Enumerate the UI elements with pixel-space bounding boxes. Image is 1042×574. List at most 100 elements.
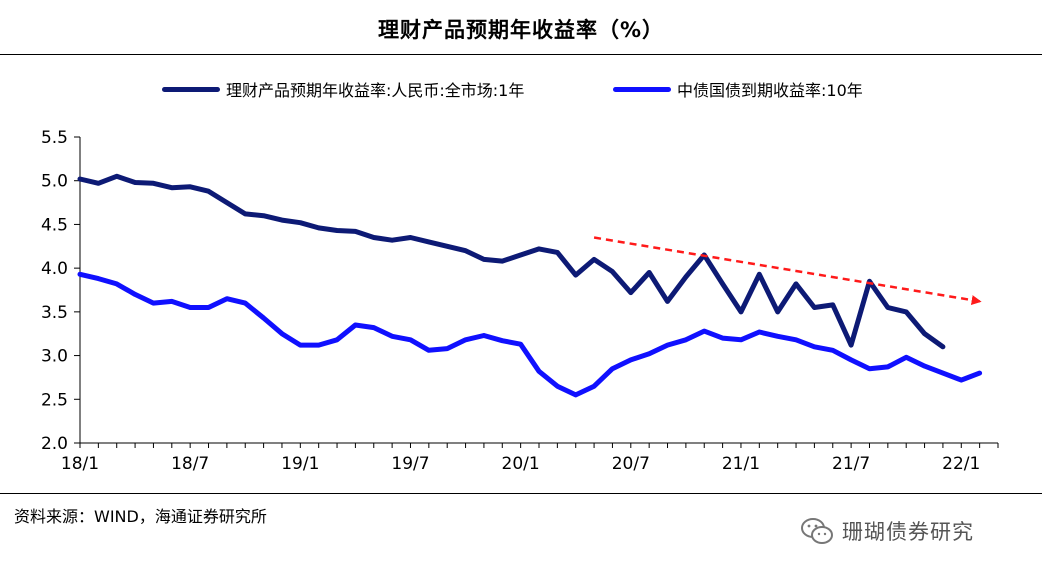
data-point-series-2: [867, 366, 872, 371]
data-point-series-1: [793, 281, 799, 287]
title-bar: 理财产品预期年收益率（%）: [0, 0, 1042, 56]
data-point-series-1: [647, 270, 652, 275]
data-point-series-1: [848, 342, 854, 348]
legend-item-series-2: 中债国债到期收益率:10年: [613, 76, 863, 102]
x-tick-label: 21/1: [722, 454, 760, 474]
data-point-series-2: [647, 351, 652, 356]
data-point-series-2: [169, 299, 174, 304]
legend-swatch-series-2: [613, 86, 671, 92]
y-tick-label: 4.0: [41, 259, 68, 279]
data-point-series-1: [518, 252, 523, 258]
data-point-series-2: [720, 335, 725, 341]
data-point-series-1: [408, 235, 413, 240]
data-point-series-1: [591, 257, 597, 262]
data-point-series-2: [500, 338, 505, 343]
data-point-series-2: [775, 334, 780, 339]
data-point-series-1: [298, 220, 303, 225]
data-point-series-2: [555, 384, 560, 389]
line-chart: 2.0 2.5 3.0 3.5 4.0 4.5 5.0 5.5 18/1 18/7 19/1 19/7…: [41, 128, 999, 474]
data-point-series-1: [830, 302, 835, 308]
y-tick-label: 2.5: [41, 390, 68, 410]
x-tick-label: 22/1: [942, 454, 980, 474]
chart-title: 理财产品预期年收益率（%）: [377, 18, 665, 42]
data-point-series-1: [77, 176, 83, 182]
data-point-series-1: [169, 185, 174, 190]
data-point-series-2: [573, 392, 578, 398]
data-point-series-1: [261, 213, 266, 218]
data-point-series-1: [500, 258, 505, 264]
data-point-series-2: [959, 377, 964, 383]
data-point-series-2: [224, 296, 230, 301]
data-point-series-1: [812, 305, 817, 310]
data-point-series-1: [334, 228, 340, 233]
data-point-series-2: [206, 305, 211, 310]
data-point-series-1: [665, 299, 670, 304]
data-point-series-1: [132, 180, 138, 185]
data-point-series-2: [812, 344, 817, 349]
data-point-series-2: [591, 384, 597, 389]
chart-legend: 理财产品预期年收益率:人民币:全市场:1年 中债国债到期收益率:10年: [0, 76, 1042, 102]
data-point-series-1: [904, 309, 909, 315]
x-tick-label: 20/1: [502, 454, 540, 474]
data-point-series-2: [426, 348, 431, 353]
data-point-series-1: [206, 189, 211, 194]
data-point-series-2: [885, 364, 890, 370]
data-point-series-2: [279, 331, 285, 336]
data-point-series-2: [151, 300, 156, 306]
wechat-icon: [801, 518, 833, 544]
data-point-series-1: [628, 290, 633, 295]
data-point-series-2: [96, 276, 101, 281]
legend-label-series-1: 理财产品预期年收益率:人民币:全市场:1年: [226, 81, 525, 100]
data-point-series-2: [132, 292, 138, 297]
data-point-series-2: [628, 357, 633, 363]
x-tick-label: 20/7: [612, 454, 650, 474]
data-point-series-2: [371, 325, 376, 330]
data-point-series-2: [408, 337, 413, 342]
data-point-series-2: [830, 348, 835, 353]
data-point-series-1: [775, 309, 780, 315]
x-tick-label: 19/1: [281, 454, 319, 474]
data-point-series-2: [114, 281, 119, 287]
top-rule: [0, 54, 1042, 55]
data-point-series-1: [885, 305, 890, 310]
y-tick-label: 5.0: [41, 172, 68, 192]
y-tick-label: 3.5: [41, 303, 68, 323]
data-point-series-2: [389, 334, 395, 339]
trend-arrow: [593, 236, 982, 305]
data-point-series-2: [481, 333, 487, 338]
data-point-series-1: [738, 309, 744, 315]
watermark: 珊瑚债券研究: [800, 516, 974, 546]
data-point-series-2: [683, 337, 689, 342]
data-point-series-1: [96, 181, 101, 186]
data-point-series-1: [463, 248, 468, 253]
data-point-series-2: [793, 337, 799, 342]
data-point-series-1: [151, 181, 156, 186]
series-line-2: [77, 271, 983, 398]
data-point-series-2: [610, 366, 615, 371]
data-point-series-1: [610, 269, 615, 274]
watermark-text: 珊瑚债券研究: [842, 520, 974, 544]
data-point-series-2: [922, 363, 927, 369]
x-tick-label: 21/7: [832, 454, 870, 474]
data-point-series-1: [555, 250, 560, 255]
data-point-series-1: [371, 235, 376, 240]
data-point-series-2: [702, 328, 707, 334]
x-tick-label: 18/7: [171, 454, 209, 474]
legend-label-series-2: 中债国债到期收益率:10年: [677, 81, 863, 100]
data-point-series-2: [243, 300, 248, 306]
data-point-series-2: [977, 370, 982, 376]
data-point-series-2: [334, 337, 340, 342]
data-point-series-2: [738, 337, 744, 342]
source-note: 资料来源：WIND，海通证券研究所: [14, 507, 267, 526]
data-point-series-2: [188, 305, 193, 310]
data-point-series-1: [426, 239, 431, 245]
data-point-series-1: [243, 211, 248, 217]
data-point-series-2: [445, 346, 450, 351]
y-tick-label: 3.0: [41, 347, 68, 367]
data-point-series-2: [940, 370, 946, 376]
annotation-layer: [593, 236, 982, 305]
data-point-series-1: [353, 229, 358, 234]
data-point-series-1: [536, 246, 542, 252]
data-point-series-1: [188, 184, 193, 189]
data-point-series-1: [445, 244, 450, 249]
